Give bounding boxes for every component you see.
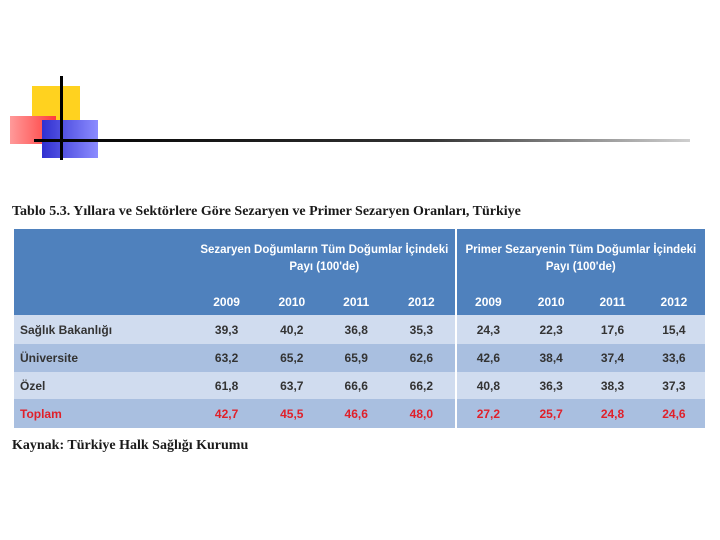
table-cell: 35,3 [388, 315, 457, 344]
source-note: Kaynak: Türkiye Halk Sağlığı Kurumu [12, 438, 249, 453]
table-cell: 48,0 [388, 399, 457, 428]
table-cell: 38,4 [520, 344, 583, 372]
year-header: 2009 [194, 288, 260, 315]
table-cell: 42,7 [194, 399, 260, 428]
table-cell: 39,3 [194, 315, 260, 344]
table-cell: 66,6 [324, 372, 388, 399]
table-title: Tablo 5.3. Yıllara ve Sektörlere Göre Se… [12, 204, 521, 219]
table-row: Üniversite 63,2 65,2 65,9 62,6 42,6 38,4… [14, 344, 705, 372]
table-cell: 63,7 [259, 372, 325, 399]
year-header: 2010 [259, 288, 325, 315]
table-row: Özel 61,8 63,7 66,6 66,2 40,8 36,3 38,3 … [14, 372, 705, 399]
row-label: Üniversite [14, 344, 194, 372]
group-header-cesarean: Sezaryen Doğumların Tüm Doğumlar İçindek… [194, 229, 457, 288]
year-header: 2010 [520, 288, 583, 315]
table-cell: 40,8 [455, 372, 521, 399]
table-cell: 25,7 [520, 399, 583, 428]
table-cell: 42,6 [455, 344, 521, 372]
cesarean-rates-table: Sezaryen Doğumların Tüm Doğumlar İçindek… [14, 229, 705, 428]
header-empty-cell [14, 229, 194, 288]
year-header: 2009 [455, 288, 521, 315]
table-cell: 45,5 [259, 399, 325, 428]
table-cell: 24,8 [582, 399, 643, 428]
table-cell: 38,3 [582, 372, 643, 399]
table-cell: 27,2 [455, 399, 521, 428]
table-cell: 61,8 [194, 372, 260, 399]
group-header-primary-cesarean: Primer Sezaryenin Tüm Doğumlar İçindeki … [455, 229, 705, 288]
table-cell: 63,2 [194, 344, 260, 372]
year-header-empty-cell [14, 288, 194, 315]
table-cell: 65,2 [259, 344, 325, 372]
row-label: Toplam [14, 399, 194, 428]
vertical-line-decoration [60, 76, 63, 160]
table-cell: 36,8 [324, 315, 388, 344]
table-cell: 65,9 [324, 344, 388, 372]
table-cell: 66,2 [388, 372, 457, 399]
slide-decoration [0, 0, 720, 170]
year-header: 2011 [324, 288, 388, 315]
table-cell: 37,3 [642, 372, 705, 399]
table-cell: 33,6 [642, 344, 705, 372]
table-cell: 15,4 [642, 315, 705, 344]
year-header: 2011 [582, 288, 643, 315]
table-cell: 46,6 [324, 399, 388, 428]
row-label: Sağlık Bakanlığı [14, 315, 194, 344]
year-header: 2012 [388, 288, 457, 315]
table-cell: 24,3 [455, 315, 521, 344]
table-cell: 37,4 [582, 344, 643, 372]
table-row: Sağlık Bakanlığı 39,3 40,2 36,8 35,3 24,… [14, 315, 705, 344]
table-cell: 40,2 [259, 315, 325, 344]
table-row-total: Toplam 42,7 45,5 46,6 48,0 27,2 25,7 24,… [14, 399, 705, 428]
horizontal-line-decoration [34, 139, 690, 142]
year-header: 2012 [642, 288, 705, 315]
table-cell: 36,3 [520, 372, 583, 399]
table-cell: 22,3 [520, 315, 583, 344]
row-label: Özel [14, 372, 194, 399]
table-cell: 24,6 [642, 399, 705, 428]
table-cell: 17,6 [582, 315, 643, 344]
table-cell: 62,6 [388, 344, 457, 372]
